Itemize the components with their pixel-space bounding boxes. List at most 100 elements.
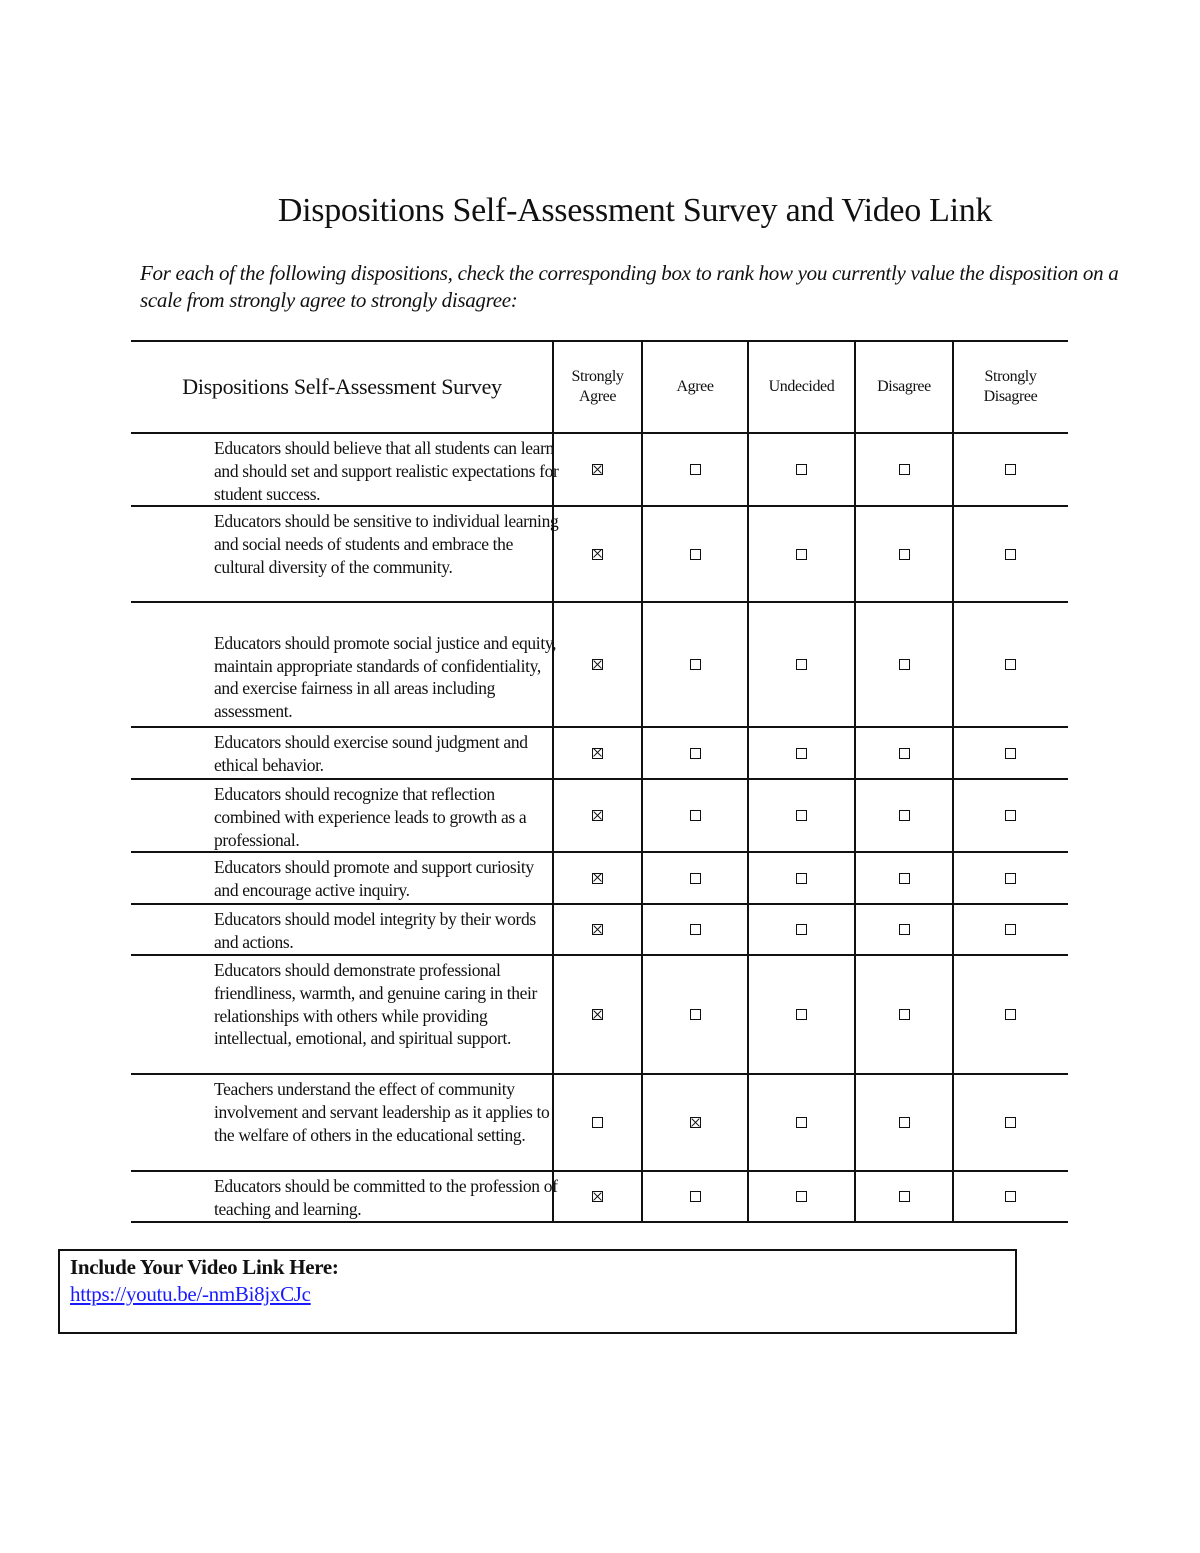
- checkbox[interactable]: [796, 924, 807, 935]
- checkbox[interactable]: [1005, 810, 1016, 821]
- checkbox[interactable]: [898, 1117, 910, 1128]
- checkbox[interactable]: [796, 1117, 807, 1128]
- column-divider: [747, 956, 749, 1073]
- checkbox[interactable]: [898, 747, 910, 759]
- checkbox[interactable]: [898, 810, 910, 821]
- checkbox[interactable]: [898, 659, 910, 670]
- checkbox[interactable]: [1005, 1191, 1016, 1202]
- rating-cell: [953, 905, 1068, 954]
- checkbox[interactable]: [1005, 659, 1016, 670]
- table-row: Educators should model integrity by thei…: [131, 903, 1068, 954]
- disposition-statement: Educators should believe that all studen…: [214, 438, 559, 504]
- column-divider: [641, 1075, 643, 1170]
- column-divider: [952, 1075, 954, 1170]
- column-divider: [641, 853, 643, 903]
- checked-checkbox[interactable]: [592, 747, 603, 759]
- checkbox[interactable]: [796, 464, 807, 475]
- checkbox[interactable]: [689, 747, 701, 759]
- checkbox[interactable]: [689, 924, 701, 935]
- rating-cell: [642, 1172, 748, 1221]
- column-divider: [952, 603, 954, 726]
- table-row: Educators should promote and support cur…: [131, 851, 1068, 903]
- rating-cell: [642, 853, 748, 903]
- checked-checkbox[interactable]: [689, 1117, 701, 1128]
- checkbox[interactable]: [898, 1191, 910, 1202]
- rating-cell: [642, 1075, 748, 1170]
- column-divider: [854, 853, 856, 903]
- video-link[interactable]: https://youtu.be/-nmBi8jxCJc: [70, 1282, 311, 1306]
- video-link-box: Include Your Video Link Here: https://yo…: [58, 1249, 1017, 1334]
- checkbox[interactable]: [1005, 747, 1016, 759]
- checkbox[interactable]: [796, 659, 807, 670]
- disposition-statement: Educators should recognize that reflecti…: [214, 784, 527, 850]
- rating-cell: [642, 728, 748, 778]
- column-divider: [641, 507, 643, 601]
- rating-cell: [855, 905, 953, 954]
- checkbox[interactable]: [689, 810, 701, 821]
- checkbox[interactable]: [592, 1117, 603, 1128]
- checked-checkbox[interactable]: [592, 464, 603, 475]
- disposition-statement: Educators should model integrity by thei…: [214, 909, 536, 952]
- checkbox[interactable]: [1005, 548, 1016, 560]
- checkbox[interactable]: [796, 810, 807, 821]
- disposition-statement: Educators should promote and support cur…: [214, 857, 534, 900]
- column-divider: [952, 905, 954, 954]
- checkbox[interactable]: [1005, 872, 1016, 884]
- checkbox[interactable]: [1005, 1117, 1016, 1128]
- rating-cell: [748, 905, 855, 954]
- rating-cell: [855, 780, 953, 851]
- rating-cell: [642, 780, 748, 851]
- column-divider: [952, 434, 954, 505]
- checkbox[interactable]: [898, 872, 910, 884]
- checked-checkbox[interactable]: [592, 872, 603, 884]
- checkbox[interactable]: [689, 872, 701, 884]
- checkbox[interactable]: [689, 1191, 701, 1202]
- column-header: Strongly Disagree: [983, 368, 1038, 405]
- rating-cell: [642, 956, 748, 1073]
- column-divider: [552, 780, 554, 851]
- column-divider: [952, 507, 954, 601]
- checkbox[interactable]: [1005, 464, 1016, 475]
- checkbox[interactable]: [898, 924, 910, 935]
- rating-cell: [748, 956, 855, 1073]
- checkbox[interactable]: [796, 1009, 807, 1020]
- header-row: Dispositions Self-Assessment Survey Stron…: [131, 340, 1068, 432]
- checked-checkbox[interactable]: [592, 924, 603, 935]
- checkbox[interactable]: [1005, 1009, 1016, 1020]
- checkbox[interactable]: [796, 1191, 807, 1202]
- table-row: Educators should be committed to the pro…: [131, 1170, 1068, 1221]
- disposition-statement: Educators should be committed to the pro…: [214, 1176, 558, 1219]
- checked-checkbox[interactable]: [592, 548, 603, 560]
- checkbox[interactable]: [689, 1009, 701, 1020]
- checkbox[interactable]: [796, 747, 807, 759]
- column-divider: [641, 342, 643, 432]
- column-divider: [952, 956, 954, 1073]
- column-divider: [747, 780, 749, 851]
- checkbox[interactable]: [796, 872, 807, 884]
- video-link-label: Include Your Video Link Here:: [70, 1255, 339, 1279]
- checkbox[interactable]: [689, 548, 701, 560]
- checked-checkbox[interactable]: [592, 659, 603, 670]
- rating-cell: [642, 905, 748, 954]
- rating-cell: [642, 507, 748, 601]
- rating-cell: [553, 728, 642, 778]
- checkbox[interactable]: [898, 548, 910, 560]
- column-divider: [552, 728, 554, 778]
- rating-cell: [553, 905, 642, 954]
- column-divider: [854, 507, 856, 601]
- column-divider: [854, 905, 856, 954]
- column-header: Agree: [676, 378, 714, 395]
- checkbox[interactable]: [796, 548, 807, 560]
- column-divider: [854, 1172, 856, 1221]
- column-divider: [552, 905, 554, 954]
- checkbox[interactable]: [1005, 924, 1016, 935]
- rating-cell: [748, 434, 855, 505]
- checked-checkbox[interactable]: [592, 1009, 603, 1020]
- checked-checkbox[interactable]: [592, 1191, 603, 1202]
- checkbox[interactable]: [689, 464, 701, 475]
- checkbox[interactable]: [898, 464, 910, 475]
- instructions: For each of the following dispositions, …: [140, 261, 1119, 312]
- checked-checkbox[interactable]: [592, 810, 603, 821]
- checkbox[interactable]: [898, 1009, 910, 1020]
- checkbox[interactable]: [689, 659, 701, 670]
